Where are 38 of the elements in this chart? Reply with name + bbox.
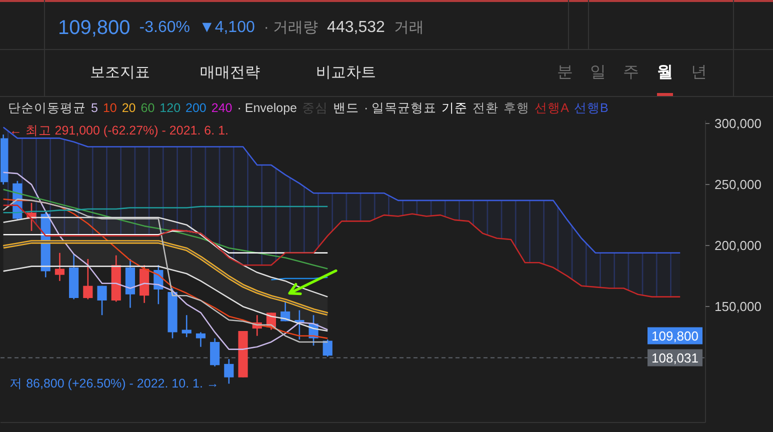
text: · 거래량 bbox=[264, 18, 318, 38]
text: 분 bbox=[556, 63, 574, 83]
legend-label: 후행 bbox=[504, 101, 530, 115]
text: 매매전략 bbox=[200, 63, 260, 83]
text: 5 bbox=[91, 101, 98, 115]
text: 60 bbox=[140, 101, 155, 115]
text: · 일목균형표 bbox=[364, 100, 437, 116]
text: 주 bbox=[622, 63, 640, 83]
text: 비교차트 bbox=[316, 63, 376, 83]
text: 월 bbox=[656, 63, 674, 83]
text: 밴드 bbox=[333, 101, 360, 115]
text: 109,800 bbox=[58, 16, 130, 41]
y-tick-label: 250,000 bbox=[714, 177, 762, 192]
text: 10 bbox=[102, 101, 117, 115]
y-tick-label: 150,000 bbox=[714, 299, 762, 314]
text: 년 bbox=[690, 63, 708, 83]
text: · Envelope bbox=[237, 100, 298, 116]
text: 기준 bbox=[442, 101, 468, 115]
annotation: ← 최고 291,000 (-62.27%) - 2021. 6. 1. bbox=[9, 124, 228, 138]
text: 선행B bbox=[574, 101, 608, 115]
text: ▼4,100 bbox=[199, 18, 255, 38]
text: 443,532 bbox=[327, 18, 385, 38]
text: 20 bbox=[122, 101, 136, 115]
y-tick-label: 200,000 bbox=[714, 238, 762, 254]
annotation: 저 86,800 (+26.50%) - 2022. 10. 1. → bbox=[10, 376, 219, 391]
text: 일 bbox=[589, 63, 607, 83]
text: 거래 bbox=[394, 18, 424, 38]
annotation: 109,800 bbox=[652, 328, 699, 344]
text: 전환 bbox=[472, 101, 499, 115]
text: 선행A bbox=[534, 101, 569, 115]
text: 보조지표 bbox=[90, 63, 150, 83]
legend-label: 240 bbox=[211, 101, 232, 115]
ref-line-label: 108,031 bbox=[652, 350, 699, 366]
text: -3.60% bbox=[139, 18, 190, 38]
text: 단순이동평균 bbox=[8, 100, 86, 116]
text: 200 bbox=[186, 101, 206, 115]
text: 120 bbox=[160, 101, 181, 115]
y-tick-label: 300,000 bbox=[714, 116, 762, 132]
